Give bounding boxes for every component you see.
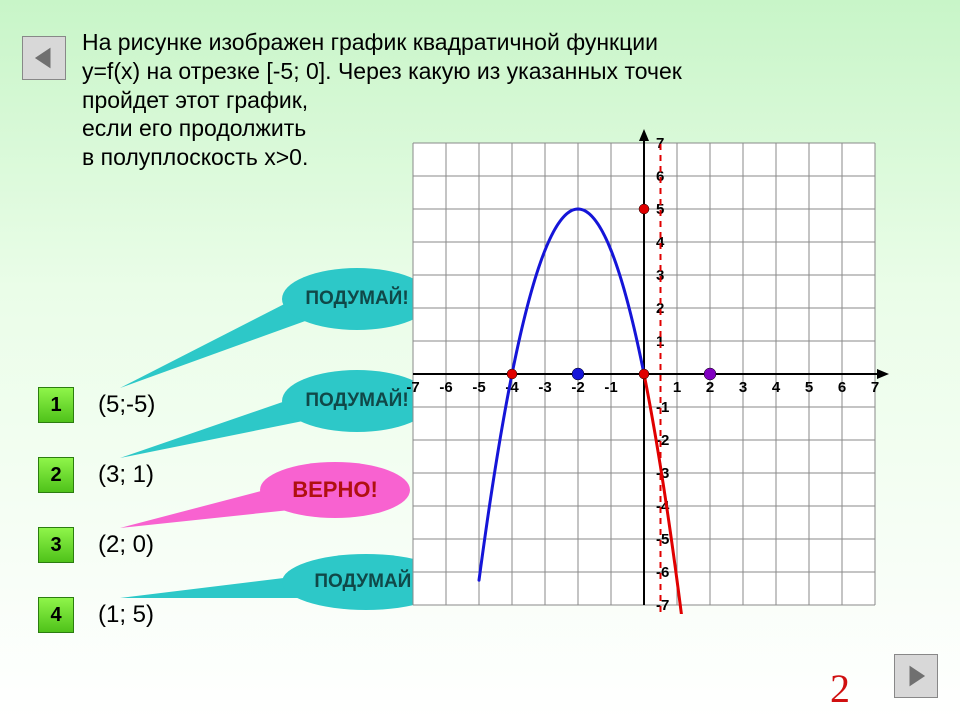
svg-text:-1: -1 — [604, 379, 617, 396]
answer-row: 4 (1; 5) — [38, 580, 155, 650]
triangle-left-icon — [31, 45, 57, 71]
svg-text:5: 5 — [805, 379, 813, 396]
answer-button-1[interactable]: 1 — [38, 387, 74, 423]
answer-row: 2 (3; 1) — [38, 440, 155, 510]
triangle-right-icon — [903, 663, 929, 689]
answer-text: (3; 1) — [98, 461, 154, 489]
svg-text:-2: -2 — [571, 379, 584, 396]
answer-button-4[interactable]: 4 — [38, 597, 74, 633]
svg-text:-5: -5 — [472, 379, 485, 396]
question-line: в полуплоскость x>0. — [82, 144, 308, 170]
answer-text: (5;-5) — [98, 391, 155, 419]
question-line: y=f(x) на отрезке [-5; 0]. Через какую и… — [82, 58, 682, 84]
svg-text:7: 7 — [871, 379, 879, 396]
svg-text:-5: -5 — [656, 531, 669, 548]
svg-text:-7: -7 — [406, 379, 419, 396]
answer-button-3[interactable]: 3 — [38, 527, 74, 563]
nav-forward-button[interactable] — [894, 654, 938, 698]
answer-row: 1 (5;-5) — [38, 370, 155, 440]
svg-text:-6: -6 — [656, 564, 669, 581]
svg-text:-7: -7 — [656, 597, 669, 614]
svg-text:1: 1 — [673, 379, 681, 396]
svg-text:2: 2 — [706, 379, 714, 396]
svg-text:3: 3 — [739, 379, 747, 396]
question-line: пройдет этот график, — [82, 87, 308, 113]
question-line: если его продолжить — [82, 115, 306, 141]
answer-row: 3 (2; 0) — [38, 510, 155, 580]
svg-text:-1: -1 — [656, 399, 669, 416]
slide-number: 2 — [830, 665, 850, 712]
answer-text: (1; 5) — [98, 601, 154, 629]
svg-text:4: 4 — [772, 379, 781, 396]
chart-svg: -7-6-5-4-3-2-11234567-7-6-5-4-3-2-112345… — [380, 114, 920, 614]
svg-text:-6: -6 — [439, 379, 452, 396]
answer-list: 1 (5;-5) 2 (3; 1) 3 (2; 0) 4 (1; 5) — [38, 370, 155, 650]
chart: -7-6-5-4-3-2-11234567-7-6-5-4-3-2-112345… — [380, 114, 920, 614]
answer-text: (2; 0) — [98, 531, 154, 559]
question-line: На рисунке изображен график квадратичной… — [82, 29, 658, 55]
nav-back-button[interactable] — [22, 36, 66, 80]
svg-text:-3: -3 — [538, 379, 551, 396]
answer-button-2[interactable]: 2 — [38, 457, 74, 493]
svg-text:6: 6 — [838, 379, 846, 396]
